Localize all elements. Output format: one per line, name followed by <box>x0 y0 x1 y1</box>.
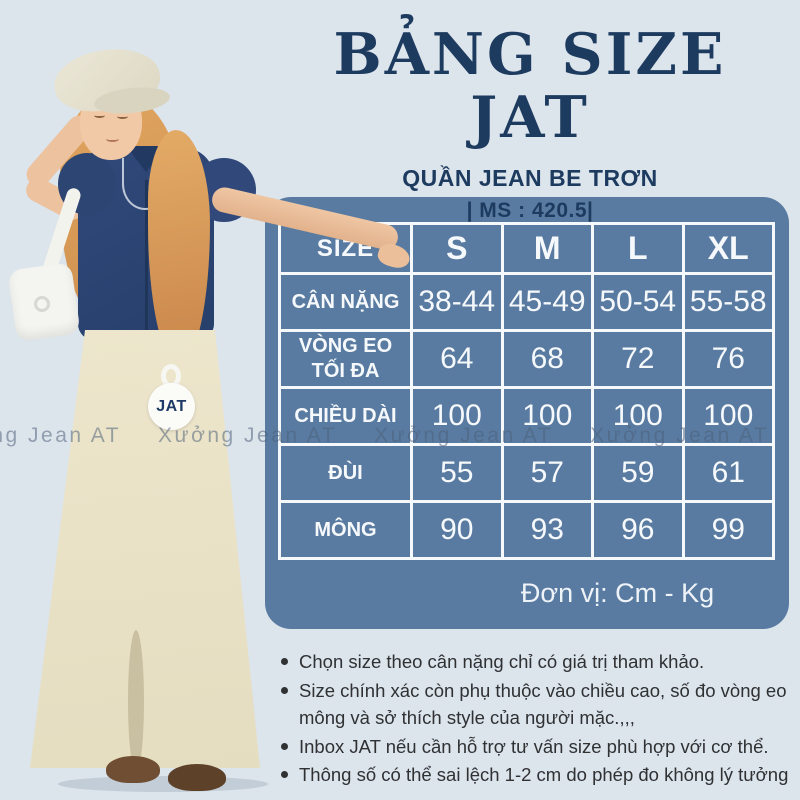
col-header-s: S <box>410 222 504 275</box>
cell-value: 93 <box>500 500 594 560</box>
table-header-row: SIZE S M L XL <box>278 222 775 275</box>
row-label-length: CHIỀU DÀI <box>278 386 413 446</box>
model-eye <box>117 114 128 119</box>
table-row: CÂN NẶNG 38-44 45-49 50-54 55-58 <box>278 272 775 332</box>
note-text: Thông số có thể sai lệch 1-2 cm do phép … <box>299 764 789 785</box>
note-item: Thông số có thể sai lệch 1-2 cm do phép … <box>278 761 800 789</box>
product-code: | MS : 420.5| <box>466 199 594 223</box>
row-label-hip: MÔNG <box>278 500 413 560</box>
cell-value: 96 <box>591 500 685 560</box>
product-name: QUẦN JEAN BE TRƠN <box>402 165 658 192</box>
model-necklace <box>122 158 168 210</box>
table-row: VÒNG EO TỐI ĐA 64 68 72 76 <box>278 329 775 389</box>
watermark-text: Xưởng Jean AT <box>0 424 122 447</box>
brand-tag-loop <box>161 364 181 388</box>
page-title: BẢNG SIZE JAT <box>333 21 727 151</box>
cell-value: 59 <box>591 443 685 503</box>
model-cap-brim <box>92 84 172 117</box>
note-item: Size chính xác còn phụ thuộc vào chiều c… <box>278 677 800 732</box>
model-cap <box>50 42 164 118</box>
model-mouth <box>106 136 119 142</box>
model-sleeve <box>58 153 116 215</box>
cell-value: 99 <box>681 500 775 560</box>
model-sleeve <box>192 158 256 222</box>
note-item: Inbox JAT nếu cần hỗ trợ tư vấn size phù… <box>278 733 800 761</box>
model-bag <box>7 261 81 343</box>
cell-value: 64 <box>410 329 504 389</box>
col-header-l: L <box>591 222 685 275</box>
note-text: Inbox JAT nếu cần hỗ trợ tư vấn size phù… <box>299 735 769 757</box>
bullet-icon <box>281 658 288 665</box>
col-header-size: SIZE <box>278 222 413 275</box>
model-hair <box>60 92 182 337</box>
row-label-weight: CÂN NẶNG <box>278 272 413 332</box>
note-item: Chọn size theo cân nặng chỉ có giá trị t… <box>278 648 800 676</box>
cell-value: 100 <box>500 386 594 446</box>
note-text: Size chính xác còn phụ thuộc vào chiều c… <box>299 679 787 729</box>
size-table: SIZE S M L XL CÂN NẶNG 38-44 45-49 50-54… <box>278 222 775 560</box>
bullet-icon <box>281 686 288 694</box>
model-leg-shadow <box>128 630 144 772</box>
table-row: MÔNG 90 93 96 99 <box>278 500 775 560</box>
cell-value: 50-54 <box>591 272 685 332</box>
model-shirt <box>78 148 214 340</box>
col-header-xl: XL <box>681 222 775 275</box>
cell-value: 45-49 <box>500 272 594 332</box>
cell-value: 57 <box>500 443 594 503</box>
table-row: CHIỀU DÀI 100 100 100 100 <box>278 386 775 446</box>
cell-value: 68 <box>500 329 594 389</box>
model-face <box>80 84 142 160</box>
model-eye <box>94 113 105 118</box>
cell-value: 100 <box>681 386 775 446</box>
cell-value: 61 <box>681 443 775 503</box>
bullet-icon <box>281 771 288 778</box>
model-bag-ring <box>34 296 50 312</box>
cell-value: 90 <box>410 500 504 560</box>
model-shoe <box>168 764 226 791</box>
table-row: ĐÙI 55 57 59 61 <box>278 443 775 503</box>
row-label-thigh: ĐÙI <box>278 443 413 503</box>
cell-value: 55-58 <box>681 272 775 332</box>
bullet-icon <box>281 742 288 750</box>
cell-value: 76 <box>681 329 775 389</box>
unit-note: Đơn vị: Cm - Kg <box>520 578 715 608</box>
notes-list: Chọn size theo cân nặng chỉ có giá trị t… <box>278 648 800 790</box>
cell-value: 100 <box>591 386 685 446</box>
model-shirt-placket <box>145 180 148 335</box>
cell-value: 55 <box>410 443 504 503</box>
cell-value: 38-44 <box>410 272 504 332</box>
cell-value: 72 <box>591 329 685 389</box>
model-shoe <box>106 756 160 783</box>
note-text: Chọn size theo cân nặng chỉ có giá trị t… <box>299 651 705 672</box>
brand-tag-label: JAT <box>156 397 187 415</box>
model-raised-forearm <box>21 173 89 225</box>
col-header-m: M <box>500 222 594 275</box>
header: BẢNG SIZE JAT QUẦN JEAN BE TRƠN | MS : 4… <box>265 21 795 223</box>
model-raised-arm <box>21 110 97 192</box>
row-label-waist: VÒNG EO TỐI ĐA <box>278 329 413 389</box>
model-hair-strand <box>148 130 210 365</box>
model-collar <box>126 146 166 172</box>
cell-value: 100 <box>410 386 504 446</box>
brand-tag: JAT <box>148 383 195 430</box>
ground-shadow <box>58 776 268 792</box>
model-jeans <box>30 330 260 768</box>
model-bag-strap <box>35 186 83 294</box>
